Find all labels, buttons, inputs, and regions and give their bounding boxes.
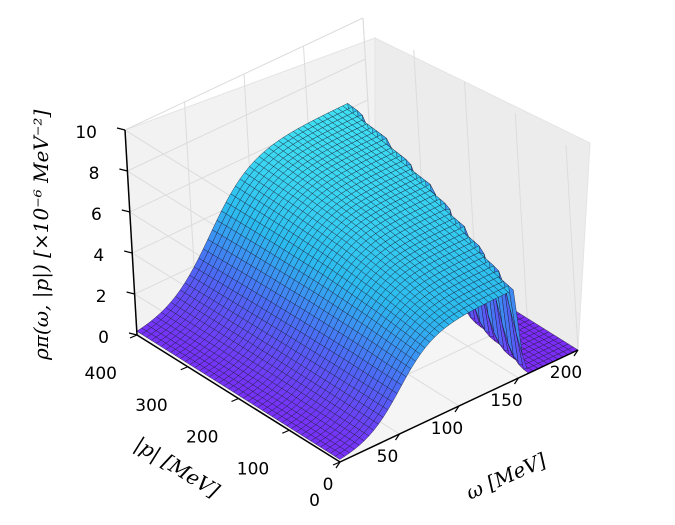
- y-tick: [231, 397, 239, 403]
- surface-mesh: [136, 102, 579, 460]
- z-tick: [119, 168, 128, 172]
- z-tick: [121, 209, 130, 213]
- z-axis-line: [124, 129, 138, 336]
- y-tick: [332, 461, 341, 466]
- x-tick-label: 50: [377, 447, 399, 467]
- x-tick-label: 0: [323, 475, 334, 495]
- y-tick: [180, 366, 188, 371]
- z-tick: [124, 250, 133, 254]
- x-axis-label: ω [MeV]: [462, 448, 550, 505]
- tick-labels: 0 50 100 150 200 0 100 200 300 400 0 2 4 6 8 10: [75, 123, 582, 511]
- y-tick-label: 0: [309, 491, 320, 511]
- x-tick-label: 150: [490, 391, 522, 411]
- y-tick-label: 100: [237, 459, 269, 479]
- z-tick: [128, 332, 138, 336]
- z-axis-label: ρπ(ω, |p|) [×10⁻⁶ MeV⁻²]: [29, 110, 54, 361]
- x-tick: [395, 433, 400, 441]
- z-tick-label: 8: [89, 164, 100, 184]
- y-tick-label: 300: [135, 396, 167, 416]
- x-tick: [335, 461, 341, 469]
- z-tick-label: 2: [96, 287, 107, 307]
- z-tick-label: 4: [93, 246, 104, 266]
- tick-marks: [116, 127, 579, 469]
- y-tick-label: 400: [85, 364, 117, 384]
- x-tick: [454, 405, 460, 413]
- y-tick-label: 200: [186, 428, 218, 448]
- x-tick-label: 100: [431, 419, 463, 439]
- z-tick-label: 6: [91, 205, 102, 225]
- x-tick-label: 200: [550, 363, 582, 383]
- x-tick: [573, 349, 579, 357]
- z-tick: [116, 127, 126, 131]
- y-tick: [129, 334, 138, 339]
- x-tick: [514, 377, 519, 385]
- z-tick-label: 10: [75, 123, 97, 143]
- z-tick-label: 0: [98, 328, 109, 348]
- z-tick: [126, 291, 135, 295]
- y-tick: [282, 429, 290, 434]
